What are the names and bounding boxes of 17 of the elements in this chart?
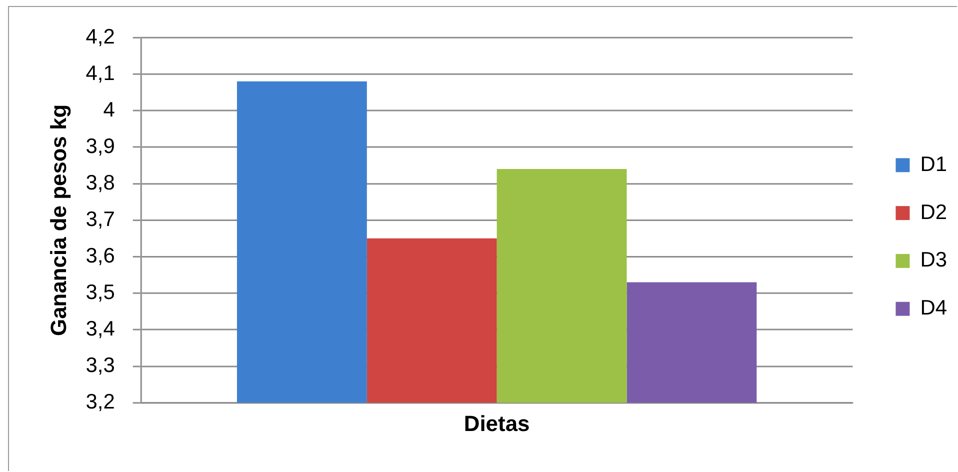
y-tick-label: 3,2 <box>86 390 115 414</box>
legend-label: D2 <box>920 200 948 224</box>
y-tick-label: 3,4 <box>86 318 116 340</box>
legend-label: D4 <box>920 296 948 320</box>
y-tick-label: 3,7 <box>86 208 115 231</box>
y-tick-label: 3,5 <box>86 280 115 304</box>
y-tick-label: 4 <box>103 98 116 122</box>
y-tick-label: 4,2 <box>86 25 115 48</box>
y-tick-label: 3,6 <box>86 244 115 268</box>
y-tick-label: 3,3 <box>86 354 115 378</box>
y-tick-label: 3,9 <box>86 134 115 158</box>
x-axis-title: Dietas <box>464 410 530 436</box>
legend-label: D1 <box>920 152 948 176</box>
y-axis-title: Ganancia de pesos kg <box>46 104 72 336</box>
y-tick-label: 3,8 <box>86 171 115 194</box>
legend-label: D3 <box>920 248 948 272</box>
y-tick-label: 4,1 <box>86 62 115 85</box>
